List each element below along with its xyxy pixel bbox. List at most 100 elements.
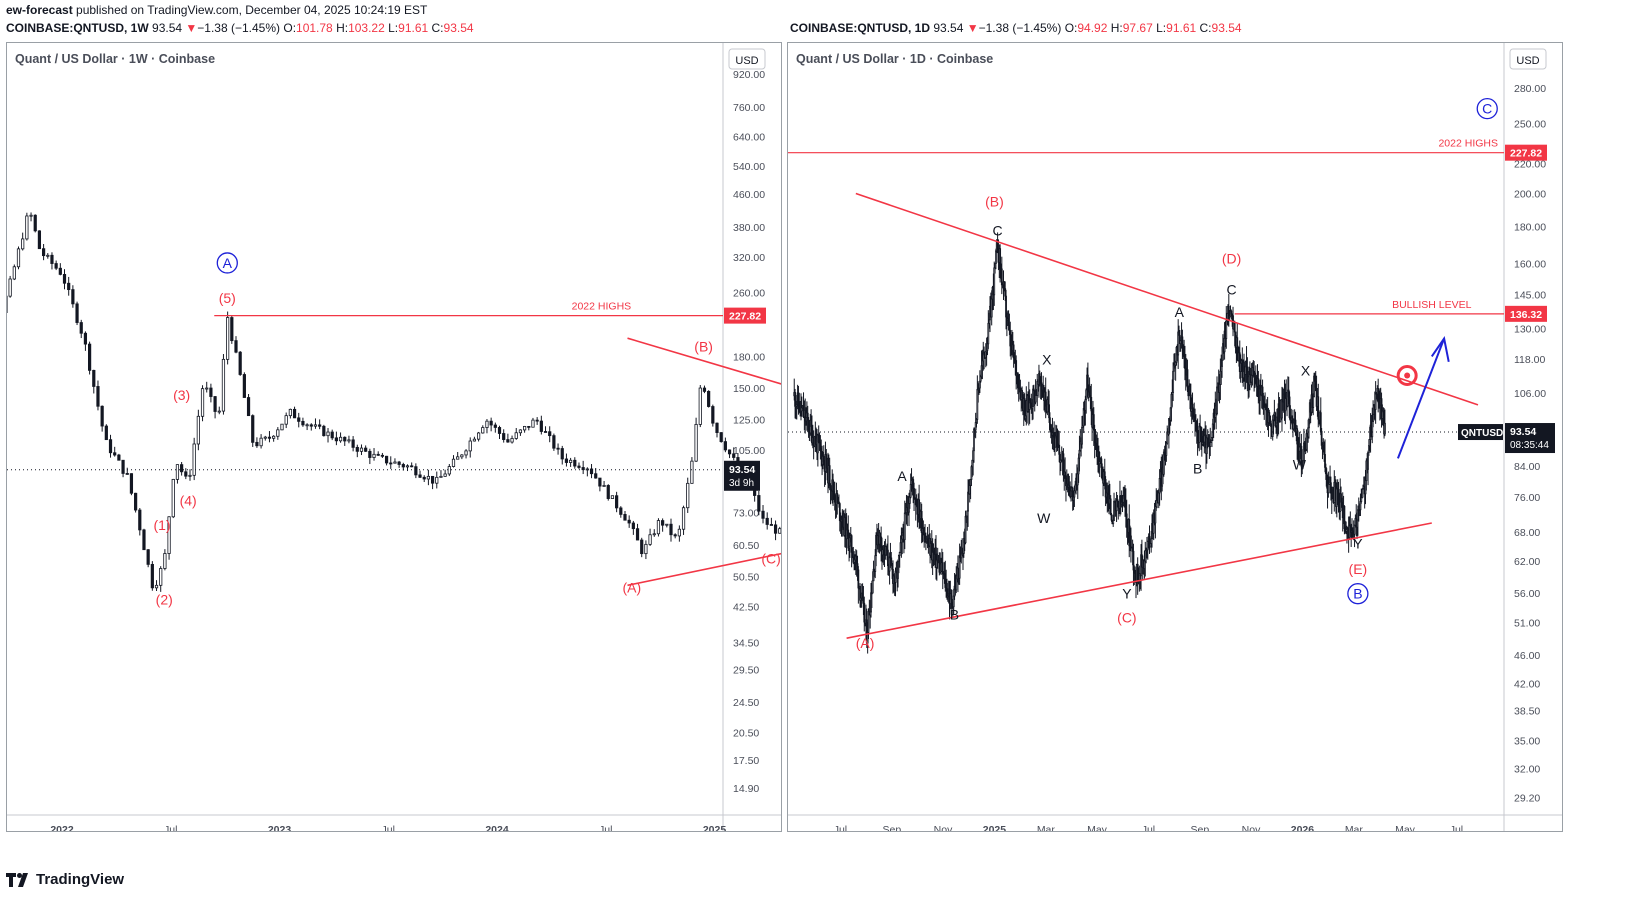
candle-body: [426, 475, 431, 480]
candle-body: [276, 429, 280, 437]
candle-body: [41, 248, 46, 257]
candle-body: [384, 455, 389, 464]
wave-label: W: [1037, 510, 1051, 526]
x-tick-label: Jul: [1450, 824, 1463, 831]
candle-body: [485, 420, 489, 428]
y-tick-label: 145.00: [1514, 289, 1546, 301]
candle-body: [37, 230, 42, 250]
candle-body: [117, 454, 121, 461]
candle-body: [552, 435, 556, 449]
currency-label: USD: [735, 55, 758, 67]
candle-body: [184, 471, 188, 477]
y-tick-label: 76.00: [1514, 492, 1540, 504]
highs-2022-text: 2022 HIGHS: [1438, 138, 1498, 150]
y-tick-label: 220.00: [1514, 159, 1546, 171]
y-tick-label: 280.00: [1514, 83, 1546, 95]
candle-body: [564, 458, 569, 463]
weekly-chart-svg[interactable]: USD 920.00 760.00 640.00 540.00 460.00 380.00 3…: [0, 43, 1376, 836]
candle-body: [234, 340, 238, 353]
x-tick-label: Jul: [1142, 824, 1155, 831]
candle-body: [518, 429, 523, 434]
wave-label-circle: [1476, 97, 1498, 120]
candle-body: [401, 464, 405, 468]
candle-body: [330, 431, 334, 439]
currency-button: [1509, 48, 1547, 70]
author-name[interactable]: ew-forecast: [6, 3, 73, 17]
y-tick-label: 56.00: [1514, 588, 1540, 600]
y-tick-label: 32.00: [1514, 764, 1540, 776]
candle-body: [1268, 412, 1271, 417]
tradingview-logo[interactable]: TradingView: [6, 871, 124, 888]
projection-up-line: [1396, 338, 1446, 459]
y-tick-label: 29.20: [1514, 792, 1540, 804]
candle-body: [414, 466, 418, 476]
candle-body: [715, 422, 719, 433]
candle-body: [481, 427, 485, 434]
candle-body: [217, 410, 221, 413]
candle-body: [209, 387, 213, 397]
candle-body: [292, 408, 297, 419]
candle-body: [995, 250, 997, 264]
y-tick-label: 640.00: [733, 132, 765, 144]
candle-body: [863, 602, 866, 623]
candle-body: [464, 450, 468, 456]
upper-trendline: [855, 192, 1479, 406]
wave-label: C: [1482, 101, 1492, 117]
candle-body: [71, 289, 75, 305]
highs-2022-tag: [724, 307, 766, 324]
candle-body: [439, 475, 443, 478]
candle-body: [159, 568, 163, 586]
wave-label: (C): [1117, 609, 1136, 625]
candle-body: [468, 440, 472, 452]
wave-label: X: [1042, 351, 1052, 367]
left-low: 91.61: [398, 21, 429, 35]
candle-body: [1312, 396, 1315, 408]
weekly-chart-panel[interactable]: USD 920.00 760.00 640.00 540.00 460.00 380.00 3…: [0, 42, 1376, 836]
candle-body: [430, 475, 435, 484]
candle-body: [594, 473, 598, 479]
candle-body: [531, 419, 535, 428]
candle-body: [297, 417, 301, 422]
y-tick-label: 380.00: [733, 222, 765, 234]
y-tick-label: 150.00: [733, 383, 765, 395]
candle-body: [221, 358, 226, 412]
candle-body: [230, 317, 234, 342]
candle-body: [334, 437, 338, 442]
level-value: 227.82: [1510, 148, 1542, 160]
candle-body: [267, 436, 272, 439]
last-price-label: 93.54: [1510, 426, 1536, 438]
candle-body: [1109, 498, 1112, 516]
wave-label: (3): [173, 387, 190, 403]
daily-chart-svg[interactable]: USD 280.00 250.00 220.00 200.00 180.00 160.00 1…: [788, 43, 1562, 836]
candle-body: [778, 528, 782, 534]
left-change: −1.38 (−1.45%): [197, 21, 281, 35]
last-price-tag: [1505, 423, 1555, 454]
daily-chart-panel[interactable]: USD 280.00 250.00 220.00 200.00 180.00 160.00 1…: [787, 42, 1563, 836]
candle-body: [263, 436, 267, 439]
candle-body: [686, 482, 690, 509]
candle-body: [460, 454, 464, 458]
x-tick-label: Jul: [164, 824, 177, 831]
y-tick-label: 84.00: [1514, 461, 1540, 473]
candle-body: [167, 516, 171, 554]
y-tick-label: 34.50: [733, 638, 759, 650]
symbol-label: QNTUSD: [1461, 428, 1503, 439]
publish-info: ew-forecast published on TradingView.com…: [6, 3, 427, 17]
right-high: 97.67: [1122, 21, 1153, 35]
wave-label: C: [992, 222, 1002, 238]
candle-body: [150, 563, 154, 589]
wave-label: (E): [1349, 561, 1368, 577]
candle-body: [50, 254, 54, 264]
left-close: 93.54: [443, 21, 474, 35]
y-tick-label: 200.00: [1514, 189, 1546, 201]
bullish-level-text: BULLISH LEVEL: [1392, 299, 1472, 311]
candle-body: [615, 495, 619, 509]
candle-body: [631, 522, 635, 530]
candle-body: [1353, 524, 1356, 535]
candle-body: [690, 460, 694, 484]
y-tick-label: 118.00: [1514, 354, 1545, 366]
candle-body: [548, 431, 552, 437]
candle-body: [16, 248, 21, 268]
wave-label: A: [1175, 304, 1185, 320]
candle-body: [506, 439, 510, 443]
